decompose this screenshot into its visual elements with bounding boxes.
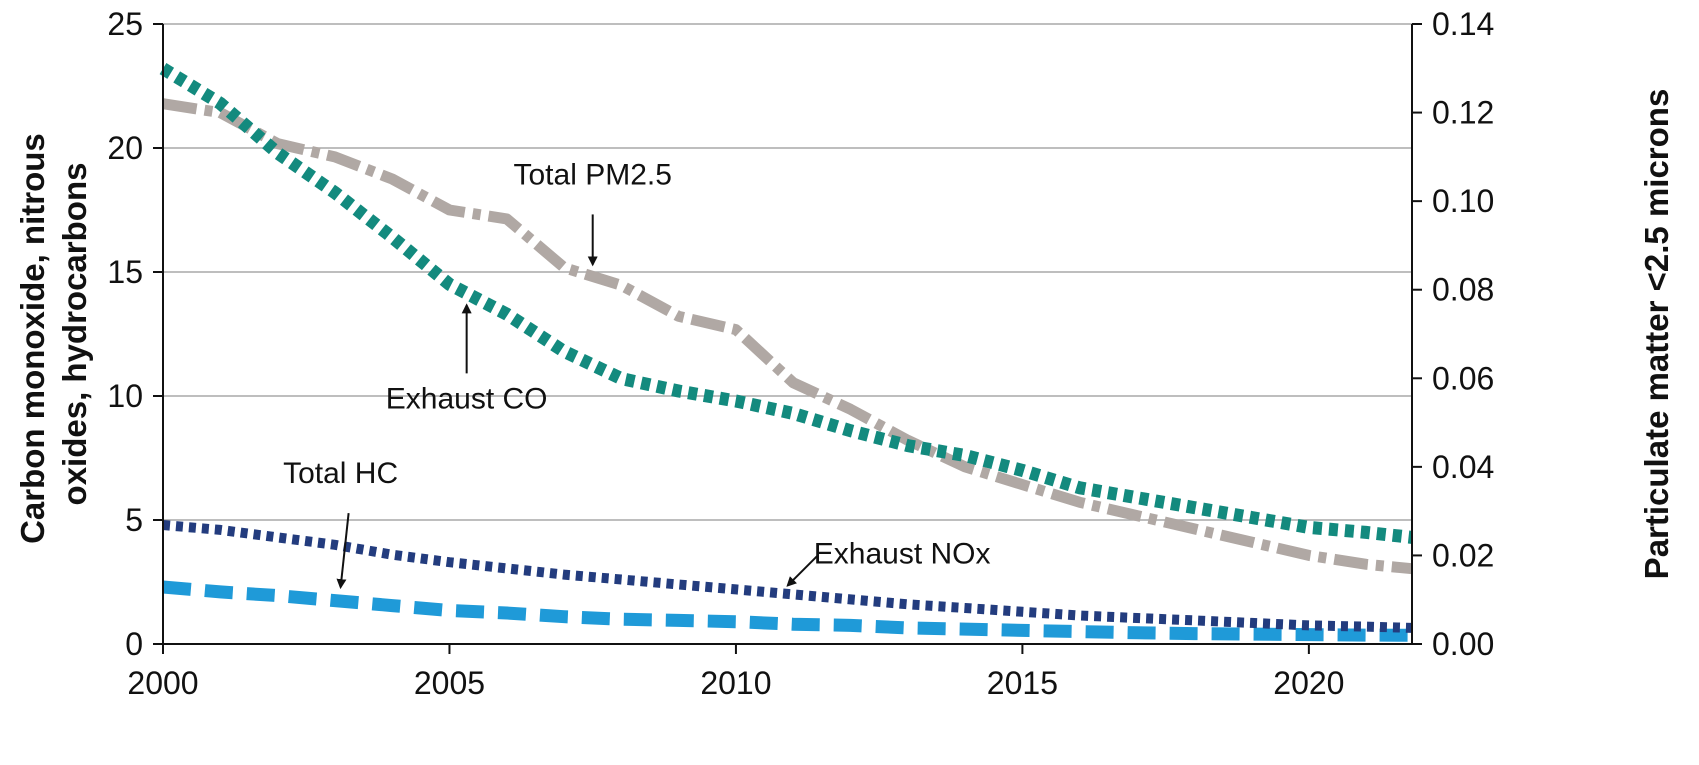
series-line-total-hc xyxy=(162,580,1413,642)
y2-axis-ticks: 0.00 0.02 0.04 0.06 0.08 0.10 0.12 0.14 xyxy=(1412,6,1494,662)
series-lines xyxy=(159,63,1413,642)
annotation-arrow-exhaust-nox xyxy=(786,554,819,587)
y2-tick-label-0.08: 0.08 xyxy=(1432,272,1494,308)
x-axis-ticks: 2000 2005 2010 2015 2020 xyxy=(127,644,1344,701)
y-axis-title: Carbon monoxide, nitrous oxides, hydroca… xyxy=(14,124,93,544)
x-tick-label-2005: 2005 xyxy=(414,665,485,701)
y2-tick-label-0.04: 0.04 xyxy=(1432,449,1494,485)
x-tick-label-2000: 2000 xyxy=(127,665,198,701)
gridlines xyxy=(163,23,1412,521)
y-tick-label-15: 15 xyxy=(107,254,143,290)
y2-tick-label-0.12: 0.12 xyxy=(1432,95,1494,131)
y-tick-label-10: 10 xyxy=(107,378,143,414)
y-tick-label-20: 20 xyxy=(107,130,143,166)
y2-tick-label-0.00: 0.00 xyxy=(1432,626,1494,662)
y2-tick-label-0.10: 0.10 xyxy=(1432,183,1494,219)
y-axis-ticks: 0 5 10 15 20 25 xyxy=(107,6,163,662)
annotations: Total PM2.5 Exhaust CO Total HC Exhaust NOx xyxy=(283,158,991,590)
y2-tick-label-0.14: 0.14 xyxy=(1432,6,1494,42)
series-line-exhaust-co xyxy=(159,63,1413,544)
y2-tick-label-0.02: 0.02 xyxy=(1432,537,1494,573)
annotation-total-hc: Total HC xyxy=(283,457,398,490)
series-line-exhaust-nox xyxy=(162,520,1413,633)
y-tick-label-25: 25 xyxy=(107,6,143,42)
y2-axis-title: Particulate matter <2.5 microns xyxy=(1638,89,1675,580)
annotation-exhaust-nox: Exhaust NOx xyxy=(814,537,991,570)
axes xyxy=(162,24,1413,645)
series-line-total-pm2-5 xyxy=(162,98,1413,575)
y-axis-title-line-1: Carbon monoxide, nitrous xyxy=(14,133,51,544)
x-tick-label-2015: 2015 xyxy=(987,665,1058,701)
y-tick-label-0: 0 xyxy=(125,626,143,662)
y-axis-title-line-2: oxides, hydrocarbons xyxy=(56,163,93,506)
annotation-total-pm2-5: Total PM2.5 xyxy=(513,158,671,191)
x-tick-label-2010: 2010 xyxy=(700,665,771,701)
y-tick-label-5: 5 xyxy=(125,502,143,538)
x-tick-label-2020: 2020 xyxy=(1273,665,1344,701)
y2-tick-label-0.06: 0.06 xyxy=(1432,360,1494,396)
axis-titles: Carbon monoxide, nitrous oxides, hydroca… xyxy=(14,89,1675,580)
annotation-exhaust-co: Exhaust CO xyxy=(386,382,548,415)
annotation-arrow-total-hc xyxy=(336,512,350,590)
